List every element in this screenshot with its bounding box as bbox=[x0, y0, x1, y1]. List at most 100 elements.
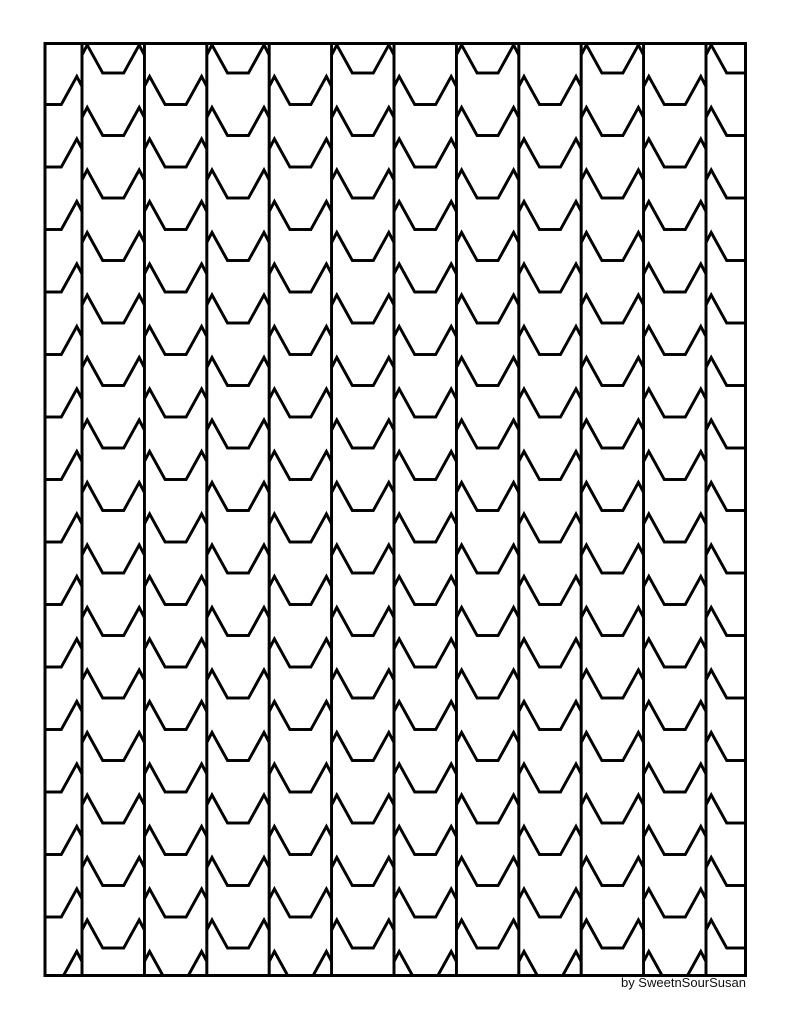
cat-head-tile bbox=[330, 604, 396, 700]
cat-head-tile bbox=[330, 167, 396, 262]
cat-head-tile bbox=[46, 136, 84, 231]
cat-head-tile bbox=[62, 948, 84, 974]
cat-head-tile bbox=[579, 45, 645, 137]
cat-head-tile bbox=[205, 45, 271, 137]
cat-head-tile bbox=[330, 792, 396, 887]
cat-head-tile bbox=[579, 792, 645, 887]
cat-head-tile bbox=[704, 479, 744, 575]
cat-head-tile bbox=[267, 323, 333, 419]
cat-head-tile bbox=[80, 917, 146, 974]
cat-head-tile bbox=[330, 229, 396, 325]
cat-head-tile bbox=[330, 542, 396, 637]
cat-head-tile bbox=[205, 667, 271, 762]
cat-head-tile bbox=[80, 542, 146, 637]
cat-head-tile bbox=[46, 45, 84, 106]
cat-head-tile bbox=[143, 698, 209, 794]
cat-head-tile bbox=[455, 604, 521, 700]
cat-head-tile bbox=[143, 198, 209, 294]
cat-head-tile bbox=[392, 323, 458, 419]
cat-head-tile bbox=[80, 167, 146, 262]
cat-head-tile bbox=[455, 854, 521, 950]
cat-head-tile bbox=[517, 511, 583, 606]
cat-head-tile bbox=[517, 386, 583, 481]
attribution-text: by SweetnSourSusan bbox=[620, 975, 746, 990]
cat-head-tile bbox=[205, 854, 271, 950]
cat-head-tile bbox=[267, 573, 333, 669]
cat-head-tile bbox=[80, 854, 146, 950]
cat-head-tile bbox=[517, 823, 583, 919]
cat-head-tile bbox=[267, 136, 333, 231]
cat-head-tile bbox=[392, 573, 458, 669]
cat-head-tile bbox=[579, 229, 645, 325]
cat-head-tile bbox=[392, 261, 458, 356]
cat-head-tile bbox=[704, 354, 744, 450]
cat-head-tile bbox=[642, 573, 708, 669]
cat-head-tile bbox=[517, 698, 583, 794]
cat-head-tile bbox=[143, 323, 209, 419]
cat-head-tile bbox=[267, 261, 333, 356]
cat-head-tile bbox=[704, 45, 744, 137]
cat-head-tile bbox=[642, 823, 708, 919]
cat-head-tile bbox=[267, 698, 333, 794]
cat-head-tile bbox=[455, 292, 521, 387]
cat-head-tile bbox=[46, 573, 84, 669]
cat-head-tile bbox=[330, 854, 396, 950]
cat-head-tile bbox=[267, 45, 333, 106]
cat-head-tile bbox=[704, 229, 744, 325]
cat-head-tile bbox=[205, 604, 271, 700]
cat-head-tile bbox=[205, 479, 271, 575]
cat-head-tile bbox=[517, 136, 583, 231]
cat-head-tile bbox=[392, 386, 458, 481]
cat-head-tile bbox=[392, 136, 458, 231]
cat-head-tile bbox=[455, 167, 521, 262]
cat-head-tile bbox=[392, 198, 458, 294]
cat-head-tile bbox=[517, 45, 583, 106]
cat-head-tile bbox=[642, 45, 708, 106]
cat-head-tile bbox=[704, 292, 744, 387]
cat-head-tile bbox=[455, 417, 521, 512]
cat-head-tile bbox=[642, 886, 708, 974]
cat-head-tile bbox=[46, 73, 84, 169]
cat-head-tile bbox=[46, 386, 84, 481]
cat-head-tile bbox=[455, 729, 521, 825]
cat-head-tile bbox=[80, 417, 146, 512]
cat-head-tile bbox=[579, 292, 645, 387]
cat-head-tile bbox=[80, 229, 146, 325]
cat-head-tile bbox=[579, 667, 645, 762]
cat-head-tile bbox=[642, 136, 708, 231]
cat-head-tile bbox=[704, 417, 744, 512]
cat-head-tile bbox=[46, 823, 84, 919]
cat-head-tile bbox=[267, 73, 333, 169]
cat-head-tile bbox=[392, 73, 458, 169]
cat-head-tile bbox=[704, 104, 744, 200]
cat-head-tile bbox=[80, 479, 146, 575]
cat-head-tile bbox=[205, 354, 271, 450]
cat-head-tile bbox=[80, 729, 146, 825]
cat-head-tile bbox=[46, 511, 84, 606]
cat-head-tile bbox=[330, 45, 396, 137]
cat-head-tile bbox=[205, 229, 271, 325]
cat-head-tile bbox=[517, 73, 583, 169]
cat-head-tile bbox=[704, 729, 744, 825]
cat-head-tile bbox=[517, 948, 583, 974]
cat-head-tile bbox=[80, 45, 146, 75]
cat-head-tile bbox=[704, 45, 744, 75]
cat-head-tile bbox=[704, 667, 744, 762]
cat-head-tile bbox=[642, 948, 708, 974]
cat-head-tile bbox=[517, 261, 583, 356]
cat-head-tile bbox=[579, 542, 645, 637]
cat-head-tile bbox=[80, 104, 146, 200]
cat-head-tile bbox=[143, 386, 209, 481]
cat-head-tile bbox=[392, 511, 458, 606]
cat-head-tile bbox=[143, 261, 209, 356]
cat-head-tile bbox=[267, 886, 333, 974]
cat-head-tile bbox=[46, 261, 84, 356]
cat-head-tile bbox=[392, 45, 458, 106]
cat-head-tile bbox=[642, 761, 708, 856]
cat-head-tile bbox=[330, 917, 396, 974]
cat-head-tile bbox=[80, 667, 146, 762]
cat-head-tile bbox=[704, 167, 744, 262]
cat-head-tile bbox=[455, 104, 521, 200]
cat-head-tile bbox=[330, 354, 396, 450]
